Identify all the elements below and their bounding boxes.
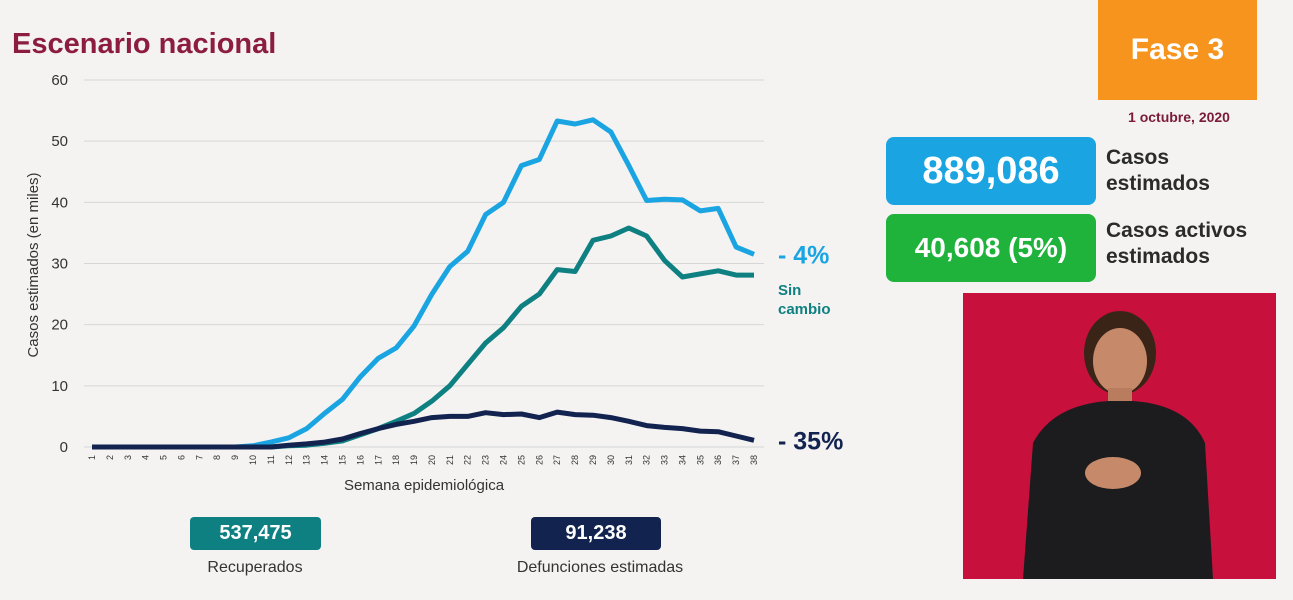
x-tick-label: 22 [463, 455, 473, 465]
x-tick-label: 35 [695, 455, 705, 465]
x-tick-label: 8 [212, 455, 222, 460]
date: 1 octubre, 2020 [1128, 109, 1230, 125]
series-line [92, 409, 755, 450]
x-tick-label: 12 [284, 455, 294, 465]
x-tick-label: 7 [194, 455, 204, 460]
x-tick-label: 27 [552, 455, 562, 465]
x-tick-label: 13 [302, 455, 312, 465]
x-tick-label: 17 [373, 455, 383, 465]
cases-value: 889,086 [886, 137, 1096, 205]
phase-badge: Fase 3 [1098, 0, 1257, 100]
active-label: Casos activos estimados [1106, 219, 1248, 268]
cases-label: Casos estimados [1106, 146, 1210, 195]
x-tick-label: 24 [499, 455, 509, 465]
y-axis-label: Casos estimados (en miles) [25, 172, 42, 357]
series-line [92, 225, 754, 450]
chart: Escenario nacional Casos estimados (en m… [12, 28, 843, 494]
y-tick-label: 50 [51, 133, 68, 150]
x-tick-label: 21 [445, 455, 455, 465]
x-tick-label: 26 [534, 455, 544, 465]
series-label: Sin cambio [778, 282, 831, 318]
x-tick-label: 31 [624, 455, 634, 465]
x-tick-label: 28 [570, 455, 580, 465]
y-tick-label: 60 [51, 72, 68, 89]
y-tick-label: 10 [51, 378, 68, 395]
recovered-value: 537,475 [190, 517, 321, 550]
x-tick-label: 6 [176, 455, 186, 460]
active-value: 40,608 (5%) [886, 214, 1096, 282]
deaths-label: Defunciones estimadas [516, 559, 684, 576]
x-tick-label: 30 [606, 455, 616, 465]
x-tick-label: 11 [266, 455, 276, 464]
x-tick-label: 18 [391, 455, 401, 465]
x-tick-label: 23 [481, 455, 491, 465]
x-tick-label: 9 [230, 455, 240, 460]
x-tick-label: 29 [588, 455, 598, 465]
series-line [92, 117, 755, 450]
x-tick-label: 36 [713, 455, 723, 465]
x-tick-label: 38 [749, 455, 759, 465]
x-tick-label: 4 [141, 455, 151, 460]
x-tick-label: 15 [337, 455, 347, 465]
x-tick-label: 32 [642, 455, 652, 465]
y-tick-label: 30 [51, 256, 68, 273]
deaths-value: 91,238 [531, 517, 661, 550]
interpreter-video [963, 293, 1276, 579]
x-tick-label: 33 [660, 455, 670, 465]
x-tick-label: 20 [427, 455, 437, 465]
x-tick-label: 2 [105, 455, 115, 460]
chart-title: Escenario nacional [12, 28, 276, 60]
x-tick-label: 16 [355, 455, 365, 465]
y-tick-label: 0 [60, 439, 68, 456]
x-tick-label: 10 [248, 455, 258, 465]
recovered-label: Recuperados [207, 559, 303, 576]
series-label: - 35% [778, 427, 843, 455]
y-tick-label: 20 [51, 317, 68, 334]
x-tick-label: 34 [677, 455, 687, 465]
x-tick-label: 14 [320, 455, 330, 465]
x-tick-label: 5 [159, 455, 169, 460]
y-tick-label: 40 [51, 194, 68, 211]
x-tick-label: 3 [123, 455, 133, 460]
x-tick-label: 19 [409, 455, 419, 465]
x-axis-label: Semana epidemiológica [344, 477, 505, 494]
x-tick-label: 25 [516, 455, 526, 465]
series-label: - 4% [778, 241, 829, 269]
x-tick-label: 1 [87, 455, 97, 460]
x-tick-label: 37 [731, 455, 741, 465]
